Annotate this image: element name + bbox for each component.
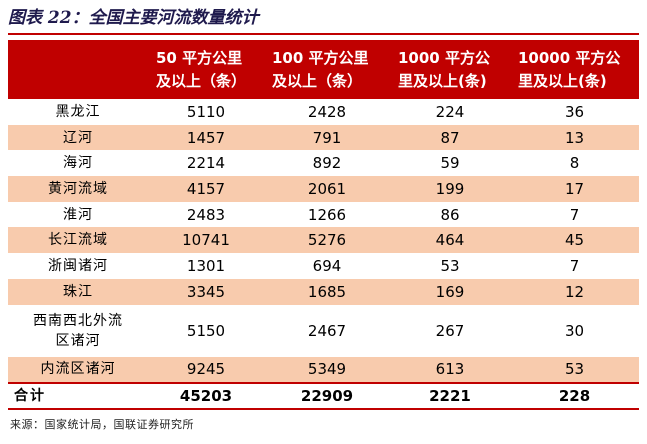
- table-cell: 59: [440, 154, 460, 173]
- table-cell: 5150: [186, 321, 226, 340]
- table-row: 辽河 1457 791 87 13: [8, 124, 639, 151]
- table-cell: 2467: [307, 321, 347, 340]
- table-row: 黄河流域 4157 2061 199 17: [8, 176, 639, 202]
- header-cell-1000: 1000 平方公 里及以上(条): [390, 40, 510, 99]
- header-corner-cell: [8, 40, 148, 99]
- table-cell: 1685: [264, 278, 390, 305]
- table-cell: 1457: [148, 124, 264, 151]
- figure-title: 图表 22：全国主要河流数量统计: [8, 8, 259, 28]
- river-count-table: 50 平方公里 及以上（条） 100 平方公里 及以上（条） 1000 平方公 里及以…: [8, 40, 639, 411]
- table-row: 长江流域 10741 5276 464 45: [8, 227, 639, 254]
- table-cell: 7: [569, 205, 580, 224]
- table-row: 珠江 3345 1685 169 12: [8, 278, 639, 305]
- table-cell: 36: [564, 102, 585, 121]
- header-row: 50 平方公里 及以上（条） 100 平方公里 及以上（条） 1000 平方公 里及以…: [8, 40, 639, 99]
- table-cell: 17: [510, 176, 639, 202]
- table-cell: 8: [569, 154, 580, 173]
- header-cell-10000: 10000 平方公 里及以上(条): [510, 40, 639, 99]
- row-name: 浙闽诸河: [48, 257, 108, 274]
- table-row: 西南西北外流 区诸河 5150 2467 267 30: [8, 305, 639, 357]
- total-cell: 22909: [264, 382, 390, 411]
- table-cell: 5349: [264, 356, 390, 384]
- table-cell: 45: [510, 227, 639, 254]
- total-cell: 228: [510, 382, 639, 411]
- table-cell: 30: [564, 321, 585, 340]
- table-cell: 199: [390, 176, 510, 202]
- table-cell: 224: [435, 102, 465, 121]
- total-row: 合计 45203 22909 2221 228: [8, 382, 639, 411]
- table-row: 海河 2214 892 59 8: [8, 150, 639, 176]
- title-divider: [8, 33, 639, 35]
- table-cell: 2483: [186, 205, 226, 224]
- table-row: 浙闽诸河 1301 694 53 7: [8, 253, 639, 279]
- row-name: 淮河: [63, 206, 93, 223]
- row-name: 内流区诸河: [8, 356, 148, 384]
- row-name: 黑龙江: [55, 103, 101, 120]
- row-name: 海河: [63, 155, 93, 172]
- table-cell: 5110: [186, 102, 226, 121]
- table-cell: 12: [510, 278, 639, 305]
- total-cell: 2221: [390, 382, 510, 411]
- table-cell: 53: [510, 356, 639, 384]
- table-cell: 4157: [148, 176, 264, 202]
- table-cell: 1301: [186, 256, 226, 275]
- table-cell: 9245: [148, 356, 264, 384]
- table-cell: 53: [440, 256, 460, 275]
- table-cell: 1266: [307, 205, 347, 224]
- total-label: 合计: [8, 382, 148, 411]
- table-cell: 892: [312, 154, 342, 173]
- table-row: 黑龙江 5110 2428 224 36: [8, 99, 639, 125]
- table-cell: 2061: [264, 176, 390, 202]
- table-cell: 169: [390, 278, 510, 305]
- table-cell: 613: [390, 356, 510, 384]
- row-name: 黄河流域: [8, 176, 148, 202]
- table-cell: 10741: [148, 227, 264, 254]
- table-cell: 267: [435, 321, 465, 340]
- total-cell: 45203: [148, 382, 264, 411]
- row-name: 长江流域: [8, 227, 148, 254]
- table-cell: 2428: [307, 102, 347, 121]
- row-name: 辽河: [8, 124, 148, 151]
- table-cell: 7: [569, 256, 580, 275]
- table-cell: 3345: [148, 278, 264, 305]
- header-cell-100: 100 平方公里 及以上（条）: [264, 40, 390, 99]
- table-cell: 86: [440, 205, 460, 224]
- table-cell: 2214: [186, 154, 226, 173]
- table-cell: 5276: [264, 227, 390, 254]
- row-name: 西南西北外流 区诸河: [33, 312, 123, 349]
- table-cell: 87: [390, 124, 510, 151]
- table-cell: 791: [264, 124, 390, 151]
- row-name: 珠江: [8, 278, 148, 305]
- source-note: 来源：国家统计局，国联证券研究所: [10, 418, 194, 431]
- table-row: 淮河 2483 1266 86 7: [8, 202, 639, 228]
- table-cell: 13: [510, 124, 639, 151]
- table-cell: 464: [390, 227, 510, 254]
- table-cell: 694: [312, 256, 342, 275]
- header-cell-50: 50 平方公里 及以上（条）: [148, 40, 264, 99]
- table-row: 内流区诸河 9245 5349 613 53: [8, 356, 639, 384]
